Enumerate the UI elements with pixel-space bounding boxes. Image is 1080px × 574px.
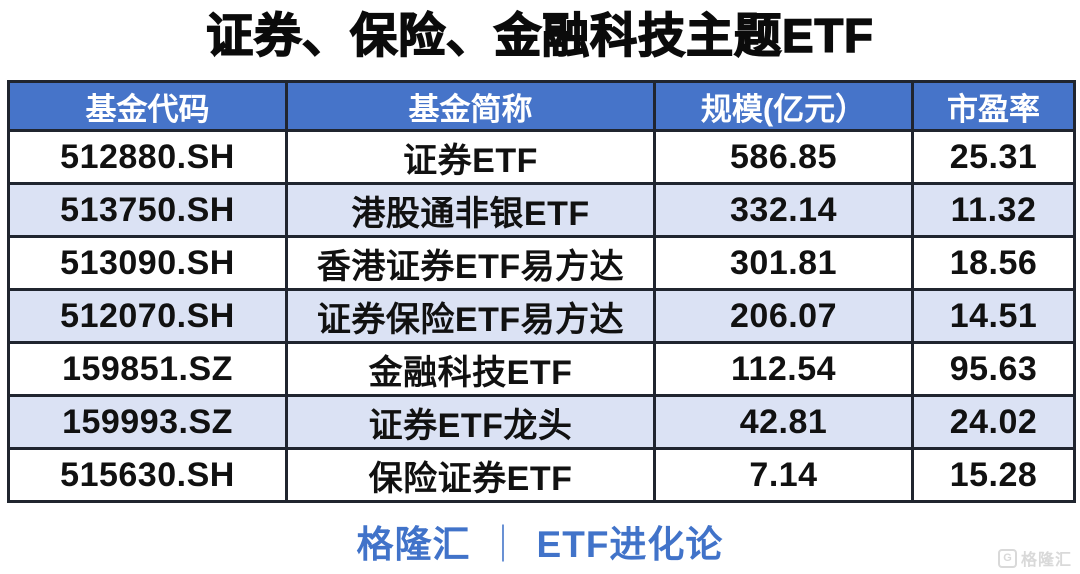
page-title: 证券、保险、金融科技主题ETF <box>205 8 874 63</box>
col-header-pe-ratio: 市盈率 <box>911 80 1076 132</box>
fund-scale: 206.07 <box>653 288 914 344</box>
table-row: 513090.SH 香港证券ETF易方达 301.81 18.56 <box>7 235 1076 291</box>
table-row: 512070.SH 证券保险ETF易方达 206.07 14.51 <box>7 288 1076 344</box>
fund-name: 证券保险ETF易方达 <box>285 288 656 344</box>
fund-name: 香港证券ETF易方达 <box>285 235 656 291</box>
fund-scale: 332.14 <box>653 182 914 238</box>
fund-name: 金融科技ETF <box>285 341 656 397</box>
fund-code: 512880.SH <box>7 129 288 185</box>
footer-separator: ｜ <box>484 524 523 565</box>
fund-scale: 112.54 <box>653 341 914 397</box>
fund-pe: 18.56 <box>911 235 1076 291</box>
table-header-row: 基金代码 基金简称 规模(亿元） 市盈率 <box>7 80 1076 132</box>
fund-pe: 14.51 <box>911 288 1076 344</box>
table-row: 159851.SZ 金融科技ETF 112.54 95.63 <box>7 341 1076 397</box>
fund-name: 保险证券ETF <box>285 447 656 503</box>
brand-name: 格隆汇 <box>356 524 471 565</box>
fund-scale: 42.81 <box>653 394 914 450</box>
col-header-scale: 规模(亿元） <box>653 80 914 132</box>
watermark-text: 格隆汇 <box>1020 552 1072 569</box>
fund-name: 证券ETF <box>285 129 656 185</box>
fund-scale: 7.14 <box>653 447 914 503</box>
fund-name: 证券ETF龙头 <box>285 394 656 450</box>
channel-name: ETF进化论 <box>536 524 724 565</box>
fund-pe: 15.28 <box>911 447 1076 503</box>
fund-pe: 24.02 <box>911 394 1076 450</box>
gelonghui-logo-icon: G <box>997 548 1017 568</box>
col-header-fund-code: 基金代码 <box>7 80 288 132</box>
fund-scale: 586.85 <box>653 129 914 185</box>
fund-pe: 25.31 <box>911 129 1076 185</box>
fund-code: 513090.SH <box>7 235 288 291</box>
fund-code: 515630.SH <box>7 447 288 503</box>
watermark: G 格隆汇 <box>997 546 1072 570</box>
etf-table: 基金代码 基金简称 规模(亿元） 市盈率 512880.SH 证券ETF 586… <box>7 80 1076 503</box>
table-row: 159993.SZ 证券ETF龙头 42.81 24.02 <box>7 394 1076 450</box>
table-row: 515630.SH 保险证券ETF 7.14 15.28 <box>7 447 1076 503</box>
fund-code: 159993.SZ <box>7 394 288 450</box>
fund-code: 512070.SH <box>7 288 288 344</box>
fund-name: 港股通非银ETF <box>285 182 656 238</box>
table-row: 512880.SH 证券ETF 586.85 25.31 <box>7 129 1076 185</box>
table-row: 513750.SH 港股通非银ETF 332.14 11.32 <box>7 182 1076 238</box>
fund-pe: 95.63 <box>911 341 1076 397</box>
fund-scale: 301.81 <box>653 235 914 291</box>
fund-code: 513750.SH <box>7 182 288 238</box>
footer-brand-line: 格隆汇 ｜ ETF进化论 <box>0 514 1080 568</box>
col-header-fund-name: 基金简称 <box>285 80 656 132</box>
fund-pe: 11.32 <box>911 182 1076 238</box>
fund-code: 159851.SZ <box>7 341 288 397</box>
